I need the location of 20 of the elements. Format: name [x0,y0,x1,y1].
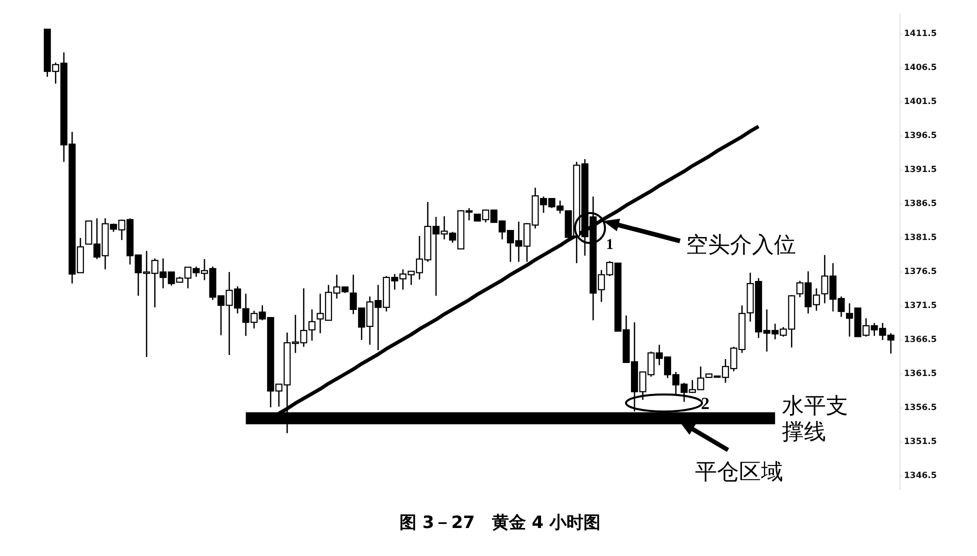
y-tick-label: 1376.5 [904,267,937,277]
y-tick-label: 1346.5 [904,471,937,481]
y-tick-label: 1381.5 [904,233,937,243]
annotation: 2 [701,394,710,413]
annotation: 平仓区域 [695,460,783,485]
y-tick-label: 1396.5 [904,131,937,141]
y-tick-label: 1356.5 [904,403,937,413]
y-tick-label: 1366.5 [904,335,937,345]
y-tick-label: 1371.5 [904,301,937,311]
annotation: 1 [606,237,614,253]
annotation: 空头介入位 [686,233,796,258]
y-tick-label: 1391.5 [904,165,937,175]
y-tick-label: 1401.5 [904,97,937,107]
y-tick-label: 1411.5 [904,29,937,39]
title: 图 3－27 黄金 4 小时图 [399,513,601,533]
y-tick-label: 1351.5 [904,437,937,447]
y-tick-label: 1406.5 [904,63,937,73]
y-tick-label: 1361.5 [904,369,937,379]
annotation: 水平支撑线 [782,394,848,445]
y-tick-label: 1386.5 [904,199,937,209]
